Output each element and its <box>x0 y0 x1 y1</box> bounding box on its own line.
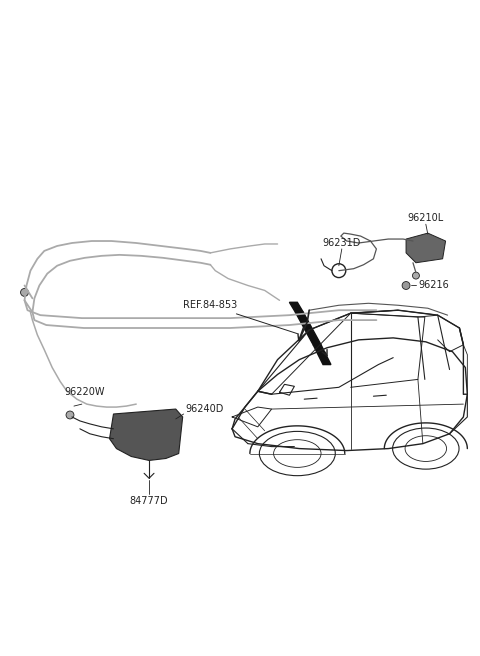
Polygon shape <box>313 345 331 365</box>
Text: 96210L: 96210L <box>408 213 444 223</box>
Ellipse shape <box>402 281 410 289</box>
Text: 84777D: 84777D <box>130 496 168 506</box>
Text: REF.84-853: REF.84-853 <box>183 300 299 334</box>
Ellipse shape <box>21 289 28 297</box>
Polygon shape <box>406 233 445 263</box>
Text: 96231D: 96231D <box>323 238 361 248</box>
Ellipse shape <box>412 272 420 279</box>
Ellipse shape <box>66 411 74 419</box>
Polygon shape <box>109 409 183 461</box>
Text: 96216: 96216 <box>418 279 449 289</box>
Polygon shape <box>289 302 303 312</box>
Text: 96220W: 96220W <box>64 387 105 397</box>
Text: 96240D: 96240D <box>186 404 224 414</box>
Polygon shape <box>295 312 321 345</box>
